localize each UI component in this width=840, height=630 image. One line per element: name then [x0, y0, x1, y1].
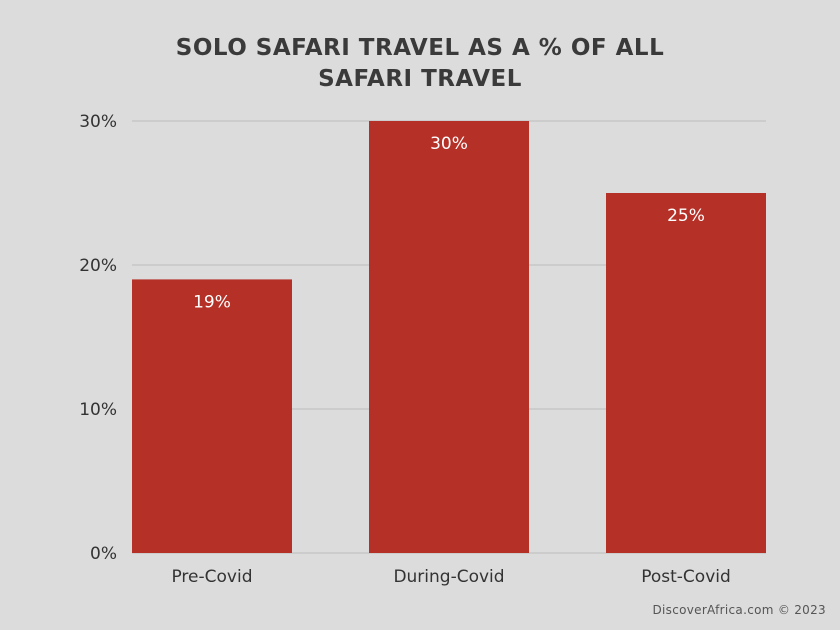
- category-label-post-covid: Post-Covid: [641, 567, 731, 587]
- category-label-during-covid: During-Covid: [393, 567, 504, 587]
- data-label-during-covid: 30%: [430, 134, 468, 154]
- y-tick-label: 20%: [79, 256, 117, 276]
- credit-text: DiscoverAfrica.com © 2023: [652, 603, 826, 617]
- y-tick-label: 0%: [90, 544, 117, 564]
- chart-title-line-1: SOLO SAFARI TRAVEL AS A % OF ALL: [176, 35, 664, 61]
- bar-post-covid: [606, 193, 766, 553]
- data-labels: 19% 30% 25%: [193, 134, 705, 312]
- bar-pre-covid: [132, 279, 292, 553]
- x-axis-category-labels: Pre-Covid During-Covid Post-Covid: [171, 567, 730, 587]
- y-tick-label: 10%: [79, 400, 117, 420]
- y-tick-label: 30%: [79, 112, 117, 132]
- data-label-post-covid: 25%: [667, 206, 705, 226]
- bars: [132, 121, 766, 553]
- y-axis-tick-labels: 0% 10% 20% 30%: [79, 112, 117, 564]
- bar-during-covid: [369, 121, 529, 553]
- category-label-pre-covid: Pre-Covid: [171, 567, 252, 587]
- chart-title: SOLO SAFARI TRAVEL AS A % OF ALL SAFARI …: [176, 35, 664, 92]
- chart-title-line-2: SAFARI TRAVEL: [318, 66, 522, 92]
- data-label-pre-covid: 19%: [193, 292, 231, 312]
